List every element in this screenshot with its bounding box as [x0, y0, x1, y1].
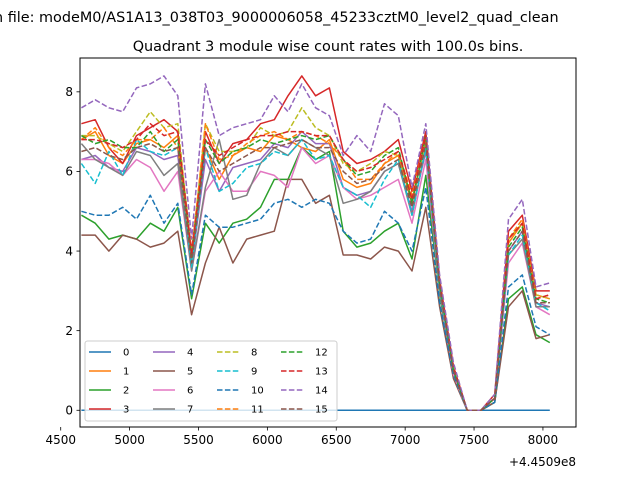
y-tick-label: 6	[65, 165, 73, 179]
legend-label-1: 1	[123, 367, 129, 378]
y-axis: 0 2 4 6 8	[65, 85, 80, 417]
legend-label-3: 3	[123, 405, 129, 416]
x-tick-label: 7500	[459, 433, 490, 447]
x-tick-label: 6500	[321, 433, 352, 447]
x-tick-label: 8000	[528, 433, 559, 447]
legend-label-11: 11	[251, 405, 264, 416]
legend-label-2: 2	[123, 386, 129, 397]
legend-box	[84, 340, 338, 422]
x-offset-label: +4.4509e8	[509, 455, 576, 469]
chart-title: Quadrant 3 module wise count rates with …	[133, 39, 524, 55]
legend-label-14: 14	[315, 386, 328, 397]
legend-label-15: 15	[315, 405, 328, 416]
plot-area	[80, 75, 551, 412]
x-tick-label: 7000	[390, 433, 421, 447]
legend-label-8: 8	[251, 348, 257, 359]
legend-label-13: 13	[315, 367, 328, 378]
x-tick-label: 4500	[45, 433, 76, 447]
series-line-15	[81, 138, 550, 412]
x-axis: 4500 5000 5500 6000 6500 7000 7500 8000	[45, 427, 558, 447]
legend-label-6: 6	[187, 386, 193, 397]
axes-frame	[79, 57, 577, 428]
y-tick-label: 2	[65, 324, 73, 338]
legend-label-0: 0	[123, 348, 129, 359]
y-tick-label: 4	[65, 244, 73, 258]
x-tick-label: 5500	[183, 433, 214, 447]
legend-label-5: 5	[187, 367, 193, 378]
y-tick-label: 8	[65, 85, 73, 99]
legend-label-12: 12	[315, 348, 328, 359]
legend-label-9: 9	[251, 367, 257, 378]
legend-label-4: 4	[187, 348, 193, 359]
series-line-8	[81, 107, 551, 412]
figure-suptitle: n file: modeM0/AS1A13_038T03_9000006058_…	[0, 10, 559, 26]
y-tick-label: 0	[65, 403, 73, 417]
legend-label-10: 10	[251, 386, 264, 397]
x-tick-label: 6000	[252, 433, 283, 447]
legend-label-7: 7	[187, 405, 193, 416]
x-tick-label: 5000	[114, 433, 145, 447]
series-line-14	[81, 75, 551, 412]
